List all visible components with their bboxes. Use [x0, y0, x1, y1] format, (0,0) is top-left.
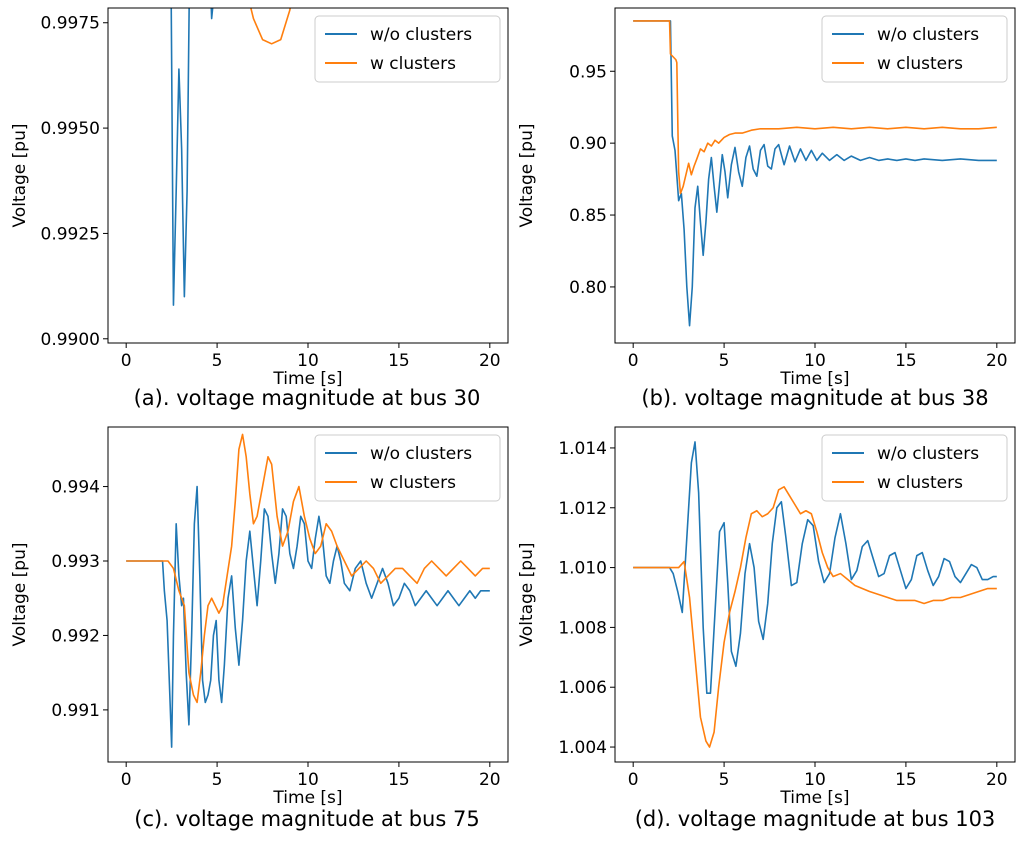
series-line-w-clusters	[126, 433, 490, 704]
y-tick-label: 0.90	[569, 134, 607, 154]
y-tick-label: 1.010	[558, 559, 607, 579]
y-tick-label: 1.008	[558, 618, 607, 638]
series-line-w-clusters	[633, 486, 997, 748]
x-tick-label: 20	[986, 770, 1008, 790]
y-tick-label: 0.95	[569, 62, 607, 82]
x-tick-label: 10	[297, 770, 319, 790]
x-tick-label: 10	[804, 351, 826, 371]
x-tick-label: 15	[895, 351, 917, 371]
y-tick-label: 1.006	[558, 678, 607, 698]
legend-label-w-o-clusters: w/o clusters	[370, 25, 472, 45]
y-tick-label: 0.9975	[41, 14, 100, 34]
y-tick-label: 0.993	[51, 552, 100, 572]
panel-c	[103, 426, 509, 767]
legend-label-w-o-clusters: w/o clusters	[877, 444, 979, 464]
x-tick-label: 5	[212, 770, 223, 790]
series-line-w-o-clusters	[633, 20, 997, 327]
y-tick-label: 1.004	[558, 738, 607, 758]
panel-caption: (b). voltage magnitude at bus 38	[641, 386, 988, 410]
y-tick-label: 0.992	[51, 626, 100, 646]
legend-label-w-clusters: w clusters	[370, 473, 456, 493]
legend-label-w-clusters: w clusters	[877, 473, 963, 493]
y-axis-label: Voltage [pu]	[517, 123, 537, 227]
x-tick-label: 5	[719, 770, 730, 790]
legend-label-w-clusters: w clusters	[370, 54, 456, 74]
legend-label-w-o-clusters: w/o clusters	[370, 444, 472, 464]
panel-b	[610, 7, 1016, 348]
panel-a	[103, 7, 509, 348]
y-tick-label: 0.9900	[41, 330, 100, 350]
y-axis-label: Voltage [pu]	[10, 123, 30, 227]
y-tick-label: 1.012	[558, 499, 607, 519]
y-tick-label: 0.9950	[41, 119, 100, 139]
legend-label-w-clusters: w clusters	[877, 54, 963, 74]
x-tick-label: 0	[121, 770, 132, 790]
x-tick-label: 5	[212, 351, 223, 371]
x-axis-label: Time [s]	[272, 369, 342, 389]
panel-caption: (c). voltage magnitude at bus 75	[134, 807, 479, 831]
x-axis-label: Time [s]	[779, 788, 849, 808]
x-tick-label: 20	[986, 351, 1008, 371]
x-tick-label: 0	[121, 351, 132, 371]
y-tick-label: 1.014	[558, 439, 607, 459]
x-tick-label: 15	[388, 351, 410, 371]
legend-box	[821, 15, 1008, 83]
y-tick-label: 0.9925	[41, 224, 100, 244]
x-tick-label: 0	[628, 351, 639, 371]
x-tick-label: 15	[388, 770, 410, 790]
series-line-w-o-clusters	[170, 8, 214, 306]
y-axis-label: Voltage [pu]	[517, 542, 537, 646]
panel-caption: (d). voltage magnitude at bus 103	[635, 807, 996, 831]
series-line-w-o-clusters	[126, 485, 490, 748]
x-axis-label: Time [s]	[779, 369, 849, 389]
y-tick-label: 0.994	[51, 478, 100, 498]
x-tick-label: 15	[895, 770, 917, 790]
panel-caption: (a). voltage magnitude at bus 30	[134, 386, 481, 410]
x-tick-label: 20	[479, 770, 501, 790]
x-axis-label: Time [s]	[272, 788, 342, 808]
y-tick-label: 0.991	[51, 701, 100, 721]
x-tick-label: 10	[297, 351, 319, 371]
series-line-w-clusters	[633, 20, 997, 195]
x-tick-label: 0	[628, 770, 639, 790]
legend-box	[821, 434, 1008, 502]
series-line-w-o-clusters	[633, 441, 997, 695]
x-tick-label: 5	[719, 351, 730, 371]
legend-box	[314, 434, 501, 502]
legend-box	[314, 15, 501, 83]
series-line-w-clusters	[250, 8, 292, 45]
x-tick-label: 20	[479, 351, 501, 371]
y-axis-label: Voltage [pu]	[10, 542, 30, 646]
x-tick-label: 10	[804, 770, 826, 790]
y-tick-label: 0.85	[569, 206, 607, 226]
panel-d	[610, 426, 1016, 767]
y-tick-label: 0.80	[569, 278, 607, 298]
legend-label-w-o-clusters: w/o clusters	[877, 25, 979, 45]
